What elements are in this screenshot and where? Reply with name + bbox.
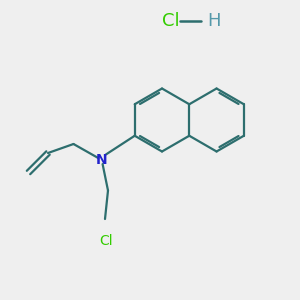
Text: H: H <box>207 12 220 30</box>
Text: Cl: Cl <box>162 12 180 30</box>
Text: N: N <box>96 154 108 167</box>
Text: Cl: Cl <box>99 234 112 248</box>
